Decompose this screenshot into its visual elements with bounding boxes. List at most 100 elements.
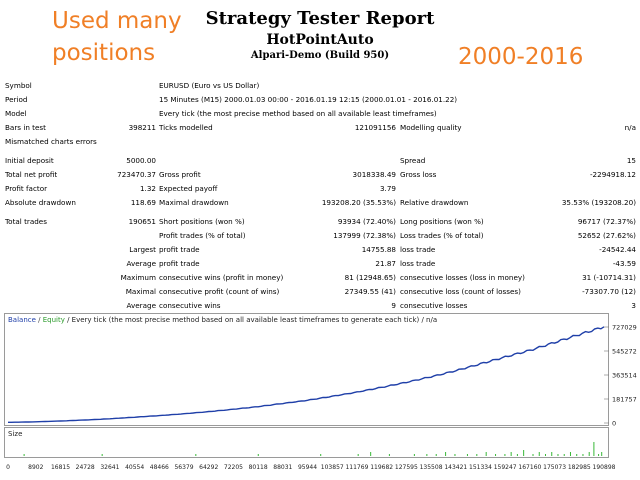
mismatch-label: Mismatched charts errors: [5, 137, 97, 146]
absdd-value: 118.69: [130, 198, 156, 207]
x-tick-label: 80118: [249, 464, 268, 471]
mcw-value: 81 (12948.65): [344, 273, 396, 282]
pf-label: Profit factor: [5, 184, 48, 193]
balance-line: [8, 326, 605, 423]
deposit-value: 5000.00: [126, 156, 156, 165]
size-bar: [538, 452, 540, 456]
x-tick-label: 159247: [494, 464, 517, 471]
spread-label: Spread: [400, 156, 426, 165]
ptrades-value: 137999 (72.38%): [333, 231, 396, 240]
annotation-date-range: 2000-2016: [458, 44, 584, 70]
size-bar: [532, 454, 534, 456]
netprofit-value: 723470.37: [117, 170, 156, 179]
reldd-label: Relative drawdown: [400, 198, 469, 207]
size-bar: [598, 454, 600, 456]
mcp-value: 27349.55 (41): [344, 287, 396, 296]
x-tick-label: 95944: [298, 464, 317, 471]
x-tick-label: 182985: [568, 464, 591, 471]
size-bar: [569, 452, 571, 456]
x-tick-label: 119682: [370, 464, 393, 471]
mcw-label: consecutive wins (profit in money): [159, 273, 284, 282]
x-tick-label: 56379: [174, 464, 193, 471]
deposit-label: Initial deposit: [5, 156, 54, 165]
size-bar: [485, 452, 487, 456]
trades-label: Total trades: [5, 217, 47, 226]
size-bar: [582, 454, 584, 456]
mcp-label: consecutive profit (count of wins): [159, 287, 280, 296]
size-bar: [551, 452, 553, 456]
size-bar: [476, 454, 478, 456]
x-tick-label: 151334: [469, 464, 492, 471]
maximal-label: Maximal: [125, 287, 156, 296]
annotation-used-many: Used many: [52, 8, 182, 34]
mcll-label: consecutive loss (count of losses): [400, 287, 521, 296]
quality-label: Modelling quality: [400, 123, 462, 132]
quality-value: n/a: [624, 123, 636, 132]
symbol-label: Symbol: [5, 81, 32, 90]
x-tick-label: 16815: [51, 464, 70, 471]
report-title: Strategy Tester Report: [205, 8, 435, 29]
average-label: Average: [126, 259, 156, 268]
x-tick-label: 111769: [345, 464, 368, 471]
size-bar: [495, 454, 497, 456]
spread-value: 15: [626, 156, 636, 165]
short-value: 93934 (72.40%): [337, 217, 396, 226]
y-tick-labels: 727029 545272 363514 181757 0: [612, 324, 637, 428]
long-label: Long positions (won %): [400, 217, 484, 226]
server-name: Alpari-Demo (Build 950): [250, 50, 390, 61]
size-bar: [593, 442, 595, 456]
size-bar: [523, 450, 525, 456]
x-tick-labels: 0 8902 16815 24728 32641 40554 48466 56379 64292…: [6, 464, 616, 471]
ep-label: Expected payoff: [159, 184, 218, 193]
lloss-label: loss trade: [400, 245, 436, 254]
size-bar: [257, 454, 259, 456]
size-bar: [466, 454, 468, 456]
size-bar: [357, 454, 359, 456]
aloss-label: loss trade: [400, 259, 436, 268]
x-tick-label: 190898: [593, 464, 616, 471]
size-bar: [370, 452, 372, 456]
y-tick-label: 545272: [612, 347, 637, 355]
x-tick-label: 135508: [420, 464, 443, 471]
size-bar: [588, 452, 590, 456]
x-tick-label: 48466: [150, 464, 169, 471]
ticks-value: 121091156: [354, 123, 396, 132]
size-bar: [576, 454, 578, 456]
bars-label: Bars in test: [5, 123, 46, 132]
maxdd-value: 193208.20 (35.53%): [321, 198, 396, 207]
acl-label: consecutive losses: [400, 301, 468, 310]
period-label: Period: [5, 95, 28, 104]
trades-value: 190651: [128, 217, 156, 226]
ptrades-label: Profit trades (% of total): [159, 231, 246, 240]
series-lines: [8, 326, 605, 423]
grossloss-value: -2294918.12: [589, 170, 636, 179]
grossloss-label: Gross loss: [400, 170, 437, 179]
chart-header: Balance / Equity / Every tick (the most …: [8, 316, 437, 324]
aprofit-label: profit trade: [159, 259, 200, 268]
reldd-value: 35.53% (193208.20): [561, 198, 636, 207]
x-tick-label: 143421: [444, 464, 467, 471]
y-gridlines: [604, 326, 609, 424]
acw-label: consecutive wins: [159, 301, 221, 310]
x-tick-label: 40554: [125, 464, 144, 471]
size-bar: [563, 454, 565, 456]
x-tick-label: 64292: [199, 464, 218, 471]
short-label: Short positions (won %): [159, 217, 245, 226]
size-bar: [435, 454, 437, 456]
legend-equity: Equity: [43, 316, 65, 324]
size-bar: [544, 454, 546, 456]
long-value: 96717 (72.37%): [577, 217, 636, 226]
size-bar: [101, 454, 103, 456]
size-bar: [388, 454, 390, 456]
ltrades-label: Loss trades (% of total): [400, 231, 484, 240]
legend-sep: /: [36, 316, 43, 324]
absdd-label: Absolute drawdown: [5, 198, 76, 207]
mcll-value: -73307.70 (12): [582, 287, 636, 296]
model-label: Model: [5, 109, 27, 118]
grossprofit-value: 3018338.49: [352, 170, 396, 179]
size-bar: [320, 454, 322, 456]
annotation-positions: positions: [52, 40, 156, 66]
x-tick-label: 32641: [100, 464, 119, 471]
expert-name: HotPointAuto: [266, 32, 374, 48]
size-bar: [426, 454, 428, 456]
